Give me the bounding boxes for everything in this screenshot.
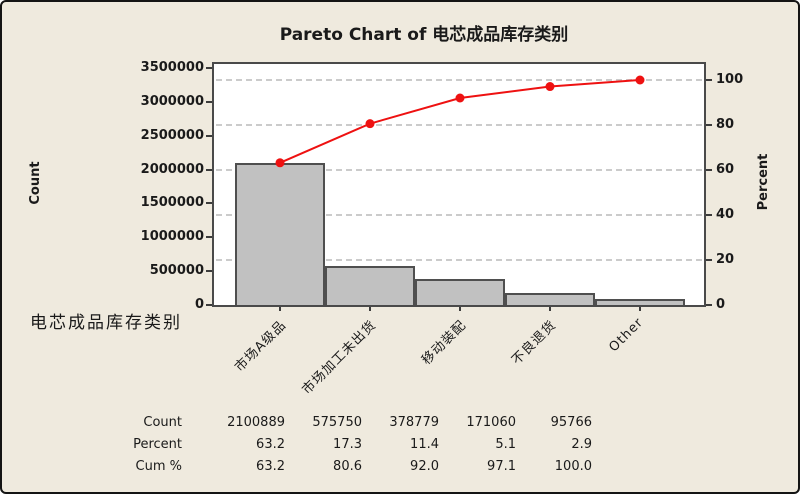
bar-category-4 — [505, 293, 595, 305]
right-axis-tick — [704, 304, 712, 306]
x-axis-variable-label: 电芯成品库存类别 — [30, 313, 182, 333]
table-value: 63.2 — [256, 437, 285, 452]
left-axis-tick — [206, 168, 214, 171]
right-axis-tick — [704, 124, 712, 126]
right-axis-tick-label: 100 — [716, 72, 744, 87]
left-axis-tick — [206, 66, 214, 69]
left-axis-tick-label: 0 — [194, 297, 204, 312]
bar-category-5 — [595, 298, 685, 305]
right-axis-tick — [704, 214, 712, 216]
table-row-label-count: Count — [143, 415, 182, 430]
right-axis-tick-label: 80 — [716, 117, 735, 132]
right-axis-tick — [704, 169, 712, 171]
x-axis-tick — [549, 305, 551, 311]
right-axis-tick-label: 60 — [716, 162, 735, 177]
bar-category-2 — [325, 266, 415, 305]
x-axis-tick — [279, 305, 281, 311]
left-axis-tick — [206, 202, 214, 205]
table-value: 80.6 — [333, 459, 362, 474]
left-axis-tick — [206, 304, 214, 306]
left-axis-tick-label: 1500000 — [140, 195, 204, 211]
left-axis-tick-label: 2500000 — [140, 127, 204, 143]
gridline-40pct — [216, 214, 702, 216]
left-axis-tick — [206, 134, 214, 137]
gridline-100pct — [216, 79, 702, 81]
left-axis-tick-label: 3500000 — [140, 59, 204, 75]
table-row-label-percent: Percent — [133, 437, 182, 452]
gridline-60pct — [216, 169, 702, 171]
table-value: 5.1 — [495, 437, 516, 452]
table-row-label-cum-: Cum % — [135, 459, 182, 474]
left-axis-tick-label: 2000000 — [140, 161, 204, 177]
left-axis-tick — [206, 236, 214, 239]
left-axis-tick — [206, 100, 214, 103]
table-value: 575750 — [312, 415, 362, 430]
table-value: 17.3 — [333, 437, 362, 452]
right-axis-tick — [704, 259, 712, 261]
left-axis-tick — [206, 270, 214, 273]
gridline-20pct — [216, 259, 702, 261]
x-axis-tick — [369, 305, 371, 311]
right-axis-tick-label: 40 — [716, 207, 735, 222]
left-axis-tick-label: 3000000 — [140, 93, 204, 109]
right-axis-tick — [704, 79, 712, 81]
x-axis-tick — [639, 305, 641, 311]
table-value: 2.9 — [571, 437, 592, 452]
count-axis-title: Count — [28, 161, 43, 205]
right-axis-tick-label: 0 — [716, 297, 726, 312]
left-axis-tick-label: 500000 — [149, 263, 204, 279]
table-value: 95766 — [550, 415, 592, 430]
table-value: 378779 — [389, 415, 439, 430]
table-value: 171060 — [466, 415, 516, 430]
x-axis-tick — [459, 305, 461, 311]
gridline-80pct — [216, 124, 702, 126]
bar-category-3 — [415, 279, 505, 305]
chart-title: Pareto Chart of 电芯成品库存类别 — [279, 25, 569, 45]
bar-category-1 — [235, 162, 325, 305]
table-value: 97.1 — [487, 459, 516, 474]
left-axis-tick-label: 1000000 — [140, 229, 204, 245]
right-axis-tick-label: 20 — [716, 252, 735, 267]
table-value: 100.0 — [554, 459, 592, 474]
category-label-5: Other — [606, 315, 647, 356]
table-value: 92.0 — [410, 459, 439, 474]
table-value: 63.2 — [256, 459, 285, 474]
table-value: 2100889 — [227, 415, 285, 430]
table-value: 11.4 — [410, 437, 439, 452]
